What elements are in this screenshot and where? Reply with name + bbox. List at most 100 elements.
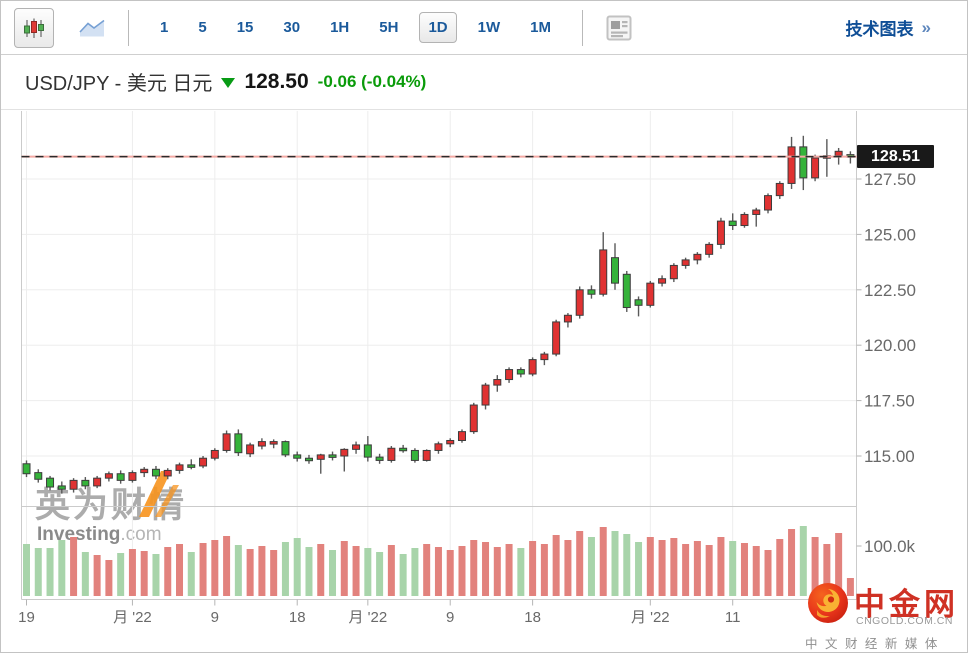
- volume-bar: [540, 544, 548, 596]
- svg-text:19: 19: [18, 609, 35, 626]
- volume-bar: [517, 548, 525, 596]
- volume-bar: [740, 543, 748, 596]
- candle-up: [505, 369, 514, 381]
- volume-bar: [305, 547, 313, 596]
- candle-up: [528, 359, 537, 375]
- volume-bars-layer: [23, 526, 854, 596]
- candlestick-chart-type-button[interactable]: [14, 7, 54, 48]
- investing-watermark: 英为财情 Investing.com: [35, 471, 187, 546]
- candle-down: [410, 449, 419, 461]
- volume-bar: [764, 550, 772, 596]
- candle-down: [328, 454, 337, 458]
- candle-up: [775, 182, 784, 197]
- candle-up: [469, 404, 478, 433]
- volume-bar: [752, 546, 760, 596]
- svg-text:月 '22: 月 '22: [113, 609, 152, 626]
- volume-bar: [599, 527, 607, 596]
- instrument-header: USD/JPY - 美元 日元 128.50 -0.06 (-0.04%): [25, 67, 426, 96]
- volume-bar: [211, 540, 219, 596]
- interval-1m[interactable]: 1M: [521, 12, 560, 43]
- candle-up: [540, 353, 549, 361]
- candlestick-icon: [24, 18, 44, 38]
- candle-up: [222, 433, 231, 451]
- svg-text:122.50: 122.50: [864, 281, 916, 300]
- interval-1h[interactable]: 1H: [321, 12, 358, 43]
- news-layout-icon: [606, 15, 632, 40]
- technical-chart-link[interactable]: 技术图表 »: [846, 15, 931, 40]
- pane-borders: [21, 111, 857, 600]
- candle-down: [187, 464, 196, 468]
- candle-up: [669, 264, 678, 280]
- candle-down: [293, 454, 302, 459]
- candle-up: [210, 449, 219, 459]
- volume-bar: [505, 544, 513, 596]
- candle-up: [446, 439, 455, 445]
- candle-up: [316, 454, 325, 460]
- volume-bar: [270, 550, 278, 596]
- interval-1d[interactable]: 1D: [419, 12, 457, 43]
- double-chevron-right-icon: »: [921, 17, 931, 37]
- gridlines-layer: [21, 111, 857, 596]
- volume-bar: [105, 560, 113, 596]
- volume-bar: [458, 546, 466, 596]
- candle-down: [622, 273, 631, 309]
- candle-up: [599, 249, 608, 295]
- interval-5h[interactable]: 5H: [370, 12, 407, 43]
- interval-5[interactable]: 5: [189, 12, 215, 43]
- cngold-domain: CNGOLD.COM.CN: [856, 615, 953, 627]
- watermark-en-text: Investing.com: [37, 524, 187, 546]
- volume-bar: [623, 534, 631, 596]
- volume-bar: [482, 542, 490, 596]
- cngold-swirl-icon: [808, 583, 848, 623]
- watermark-en-light: .com: [120, 524, 162, 545]
- candle-down: [57, 485, 66, 490]
- volume-bar: [34, 548, 42, 596]
- candle-down: [611, 257, 619, 284]
- volume-bar: [281, 542, 289, 596]
- volume-bar: [387, 545, 395, 596]
- candle-down: [587, 289, 596, 295]
- candle-up: [658, 278, 667, 284]
- candle-up: [140, 468, 149, 474]
- candle-down: [634, 299, 643, 306]
- volume-bar: [529, 541, 537, 596]
- current-price-label: 128.51: [857, 145, 934, 168]
- candle-up: [681, 259, 690, 266]
- candle-up: [246, 444, 255, 455]
- candle-up: [481, 384, 490, 406]
- candle-up: [104, 473, 113, 479]
- candle-down: [46, 477, 55, 488]
- volume-bar: [81, 552, 89, 596]
- volume-bar: [140, 551, 148, 596]
- volume-bar: [705, 545, 713, 596]
- volume-bar: [446, 550, 454, 596]
- candle-up: [575, 289, 584, 316]
- interval-30[interactable]: 30: [274, 12, 309, 43]
- volume-bar: [799, 526, 807, 596]
- svg-text:11: 11: [725, 609, 741, 626]
- candle-up: [752, 209, 761, 215]
- price-axis-labels: 127.50 125.00 122.50 120.00 117.50 115.00 100.…: [856, 170, 916, 556]
- candle-down: [151, 468, 160, 477]
- volume-bar: [493, 547, 501, 596]
- cngold-name: 中金网: [854, 587, 959, 622]
- volume-bar: [434, 547, 442, 596]
- candlestick-chart[interactable]: 127.50 125.00 122.50 120.00 117.50 115.00 100.…: [1, 109, 968, 653]
- volume-bar: [340, 541, 348, 596]
- interval-1[interactable]: 1: [151, 12, 177, 43]
- candle-up: [740, 213, 749, 227]
- volume-bar: [246, 549, 254, 596]
- volume-bar: [93, 555, 101, 596]
- candle-down: [399, 447, 408, 452]
- candle-down: [375, 456, 384, 461]
- interval-1w[interactable]: 1W: [469, 12, 510, 43]
- line-chart-type-button[interactable]: [72, 8, 112, 48]
- interval-15[interactable]: 15: [228, 12, 263, 43]
- volume-bar: [576, 531, 584, 596]
- candle-up: [199, 457, 208, 467]
- volume-bar: [152, 554, 160, 596]
- news-view-button[interactable]: [599, 8, 639, 48]
- volume-bar: [811, 537, 819, 596]
- volume-bar: [58, 540, 66, 596]
